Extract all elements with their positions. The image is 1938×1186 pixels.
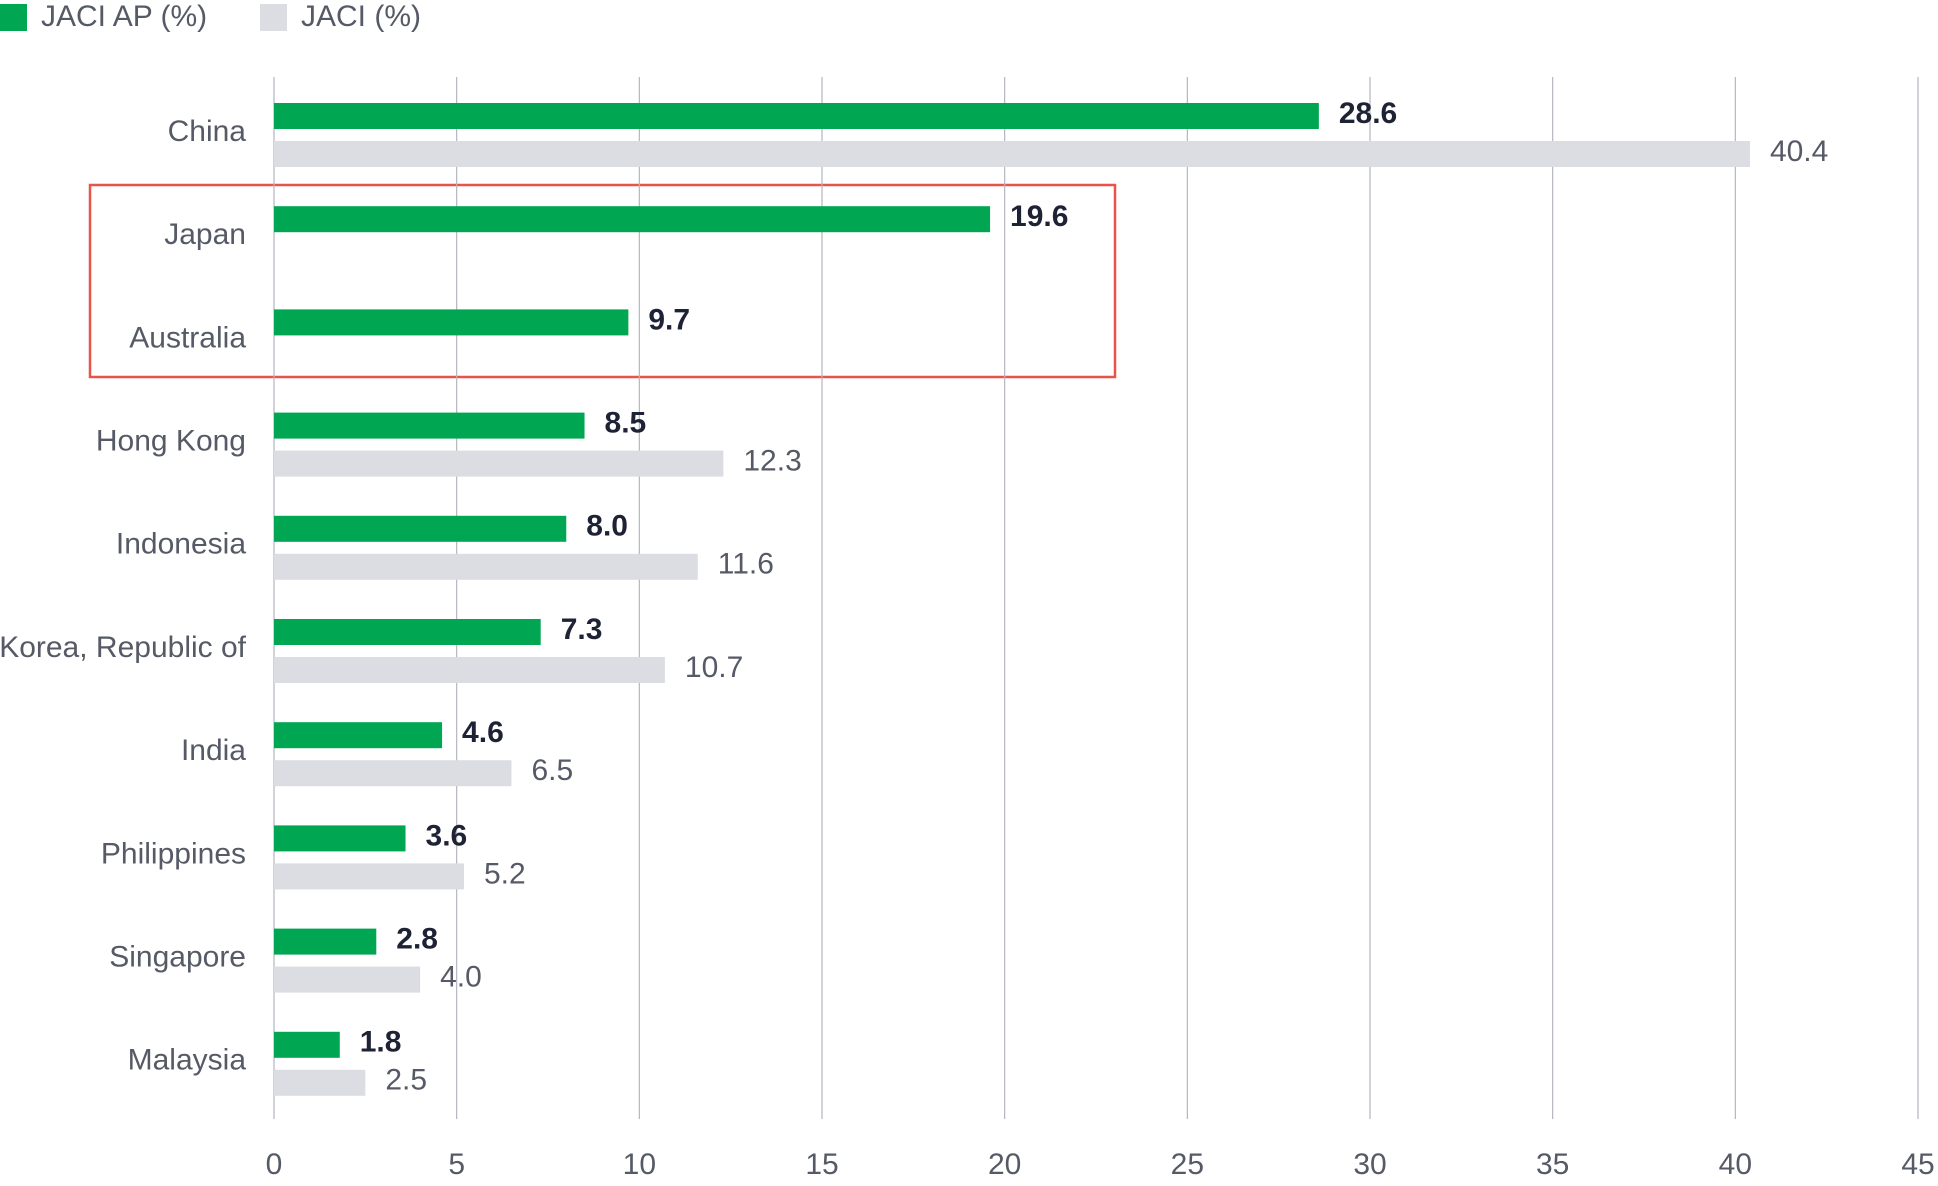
data-label: 19.6 [1010,200,1068,233]
data-label: 40.4 [1770,135,1828,168]
x-tick-label: 10 [623,1148,656,1181]
y-tick-label: Hong Kong [96,425,246,458]
y-tick-label: Australia [129,321,246,354]
data-label: 2.8 [396,923,438,956]
x-tick-label: 35 [1536,1148,1569,1181]
legend-label: JACI (%) [301,0,421,33]
x-tick-label: 0 [266,1148,283,1181]
bar [274,825,406,852]
bar [274,553,698,580]
bar [274,966,421,993]
data-label: 12.3 [743,445,801,478]
y-tick-label: Singapore [109,941,246,974]
bar [274,103,1319,129]
highlight-box [88,183,1117,379]
x-tick-label: 45 [1901,1148,1934,1181]
x-tick-label: 30 [1353,1148,1386,1181]
legend-swatch [0,4,27,31]
bar [274,1031,340,1058]
bar [274,928,377,955]
data-label: 5.2 [484,857,526,890]
y-tick-label: Japan [164,218,246,251]
bar [274,309,629,336]
bar [274,657,665,683]
data-label: 1.8 [360,1026,402,1059]
y-tick-label: Philippines [101,837,246,870]
bar [274,619,541,645]
x-tick-label: 40 [1719,1148,1752,1181]
data-label: 28.6 [1339,97,1397,130]
bar [274,412,585,439]
bar [274,450,724,477]
x-tick-label: 5 [448,1148,465,1181]
data-label: 7.3 [561,613,603,646]
data-label: 8.0 [586,510,628,543]
bar [274,206,991,233]
data-label: 6.5 [531,754,573,787]
bar [274,760,512,787]
x-tick-label: 15 [805,1148,838,1181]
y-tick-label: Malaysia [128,1044,247,1077]
x-tick-label: 25 [1171,1148,1204,1181]
bar [274,722,443,749]
data-label: 4.6 [462,716,504,749]
y-tick-label: Indonesia [116,528,246,561]
y-tick-label: China [168,115,247,148]
y-tick-label: India [181,734,246,767]
bar [274,863,464,890]
legend-swatch [260,4,287,31]
data-label: 3.6 [426,819,468,852]
data-label: 9.7 [648,303,690,336]
x-tick-label: 20 [988,1148,1021,1181]
legend-label: JACI AP (%) [41,0,207,33]
data-label: 2.5 [385,1064,427,1097]
data-label: 8.5 [605,407,647,440]
data-label: 11.6 [718,548,774,581]
data-label: 4.0 [440,961,482,994]
data-label: 10.7 [685,651,743,684]
bar [274,1069,366,1096]
y-tick-label: Korea, Republic of [0,631,247,664]
bar [274,141,1750,167]
bar [274,515,567,542]
